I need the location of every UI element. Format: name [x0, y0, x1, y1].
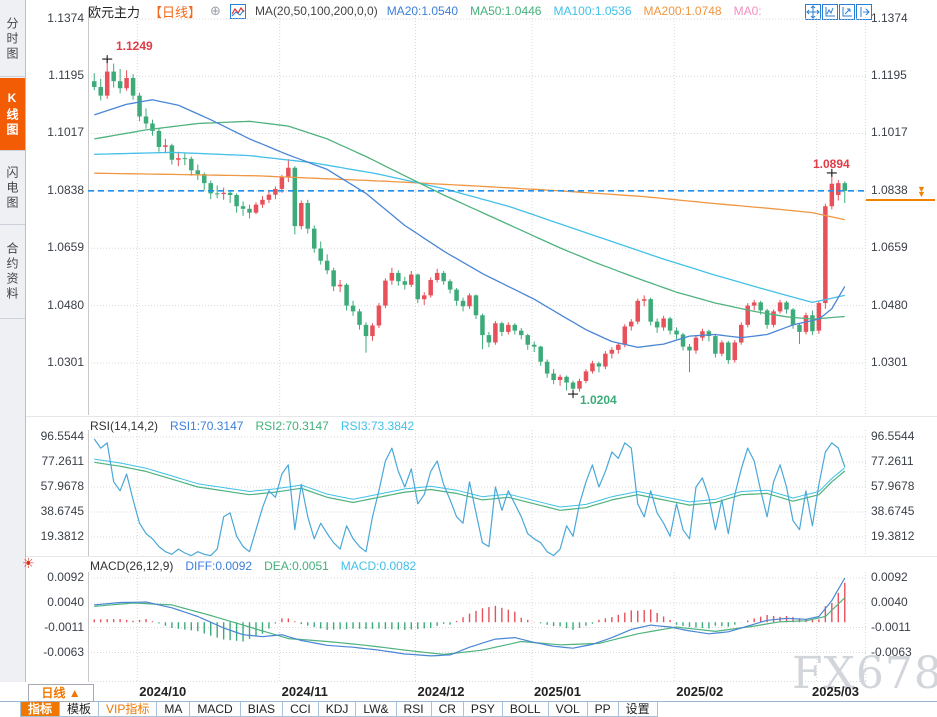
indicator-chart-icon[interactable] [229, 3, 246, 19]
axis-tick-label: -0.0063 [871, 644, 912, 659]
low-price-label: 1.0204 [580, 393, 617, 407]
ma-value-label: MA200:1.0748 [643, 4, 722, 18]
axis-tick-label: 57.9678 [871, 478, 915, 493]
candlestick-chart[interactable] [88, 8, 866, 415]
sidebar-item-3[interactable]: 闪电图 [0, 152, 25, 225]
sidebar-item-4[interactable]: 合约资料 [0, 226, 25, 319]
axis-tick-label: 1.0659 [871, 240, 908, 255]
indicator-value-label: DIFF:0.0092 [185, 559, 253, 573]
axis-tick-label: -0.0011 [871, 619, 911, 634]
month-label: 2024/10 [139, 684, 187, 699]
instrument-title: 欧元主力 [88, 4, 141, 20]
axis-tick-label: 1.0838 [47, 182, 84, 197]
rsi-name: RSI(14,14,2) [90, 419, 159, 433]
axis-tick-label: 96.5544 [871, 429, 915, 443]
axis-tick-label: 1.0301 [47, 355, 84, 369]
ma-value-label: MA50:1.0446 [470, 4, 542, 18]
month-label: 2024/12 [417, 684, 465, 699]
indicator-tab-CCI[interactable]: CCI [282, 702, 319, 717]
axis-tick-label: 0.0040 [871, 595, 908, 609]
chart-header: 欧元主力 【日线】 ⊕ MA(20,50,100,200,0,0) MA20:1… [88, 2, 762, 20]
watermark: FX678 [792, 648, 937, 699]
axis-tick-label: 1.1195 [871, 68, 907, 83]
ma-value-label: MA20:1.0540 [386, 4, 459, 18]
period-tag: 【日线】 [149, 4, 202, 20]
macd-header: MACD(26,12,9) DIFF:0.0092 DEA:0.0051 MACD:… [90, 559, 416, 573]
indicator-value-label: RSI1:70.3147 [170, 419, 244, 433]
month-label: 2025/02 [676, 684, 724, 699]
axis-tick-label: 96.5544 [40, 429, 84, 443]
indicator-tab-设置[interactable]: 设置 [617, 702, 658, 717]
indicator-value-label: MACD:0.0082 [340, 559, 417, 573]
sidebar-item-2[interactable]: K线图 [0, 78, 25, 151]
indicator-tab-BOLL[interactable]: BOLL [501, 702, 549, 717]
indicator-tab-LW&[interactable]: LW& [355, 702, 397, 717]
indicator-tab-VIP指标[interactable]: VIP指标 [98, 702, 158, 717]
panel-separator [26, 416, 937, 417]
rsi-header: RSI(14,14,2) RSI1:70.3147 RSI2:70.3147 RSI… [90, 419, 414, 433]
month-label: 2025/03 [812, 684, 859, 699]
axis-tick-label: -0.0011 [44, 619, 84, 634]
axis-tick-label: 1.1374 [871, 11, 908, 25]
axis-tick-label: 1.0480 [871, 297, 908, 312]
indicator-tab-RSI[interactable]: RSI [395, 702, 432, 717]
indicator-tab-CR[interactable]: CR [430, 702, 464, 717]
axis-tick-label: 1.0480 [47, 297, 84, 312]
axis-tick-label: 19.3812 [871, 528, 915, 543]
shift-right-icon[interactable] [856, 4, 872, 20]
panel-separator [26, 556, 937, 557]
axis-tick-label: 1.1017 [47, 125, 84, 140]
indicator-tab-模板[interactable]: 模板 [59, 702, 100, 717]
indicator-tab-KDJ[interactable]: KDJ [317, 702, 357, 717]
indicator-tab-VOL[interactable]: VOL [547, 702, 588, 717]
indicator-tab-BIAS[interactable]: BIAS [239, 702, 284, 717]
indicator-value-label: RSI3:73.3842 [340, 419, 415, 433]
indicator-tab-PP[interactable]: PP [586, 702, 619, 717]
month-label: 2025/01 [533, 684, 581, 699]
sidebar: 分时图 K线图 闪电图 合约资料 [0, 0, 26, 682]
axis-tick-label: 1.0659 [47, 240, 84, 255]
indicator-tab-bar: 指标 模板 VIP指标 MA MACD BIAS CCI KDJ LW& RSI CR PSY BOLL… [0, 701, 937, 717]
time-axis-row [26, 682, 937, 701]
indicator-tab-指标[interactable]: 指标 [20, 702, 61, 717]
rsi-chart[interactable] [88, 430, 866, 556]
sidebar-item-1[interactable]: 分时图 [0, 2, 25, 77]
indicator-sun-icon[interactable]: ☀ [22, 555, 35, 571]
axis-tick-label: -0.0063 [43, 644, 84, 659]
axis-tick-label: 0.0092 [47, 570, 84, 584]
ma-value-label: MA0: [733, 4, 762, 18]
ma-values: MA20:1.0540 MA50:1.0446 MA100:1.0536 MA200:… [387, 4, 762, 18]
axis-tick-label: 77.2611 [871, 453, 914, 468]
indicator-value-label: DEA:0.0051 [264, 559, 329, 573]
axis-tick-label: 57.9678 [40, 478, 84, 493]
high-price-label: 1.1249 [116, 39, 153, 53]
axis-tick-label: 0.0092 [871, 570, 908, 584]
axis-tick-label: 1.1195 [48, 68, 84, 83]
month-label: 2024/11 [281, 684, 328, 699]
last-high-price-label: 1.0894 [813, 157, 850, 171]
axis-tick-label: 77.2611 [41, 453, 85, 468]
axis-tick-label: 1.0301 [871, 355, 908, 369]
indicator-tab-PSY[interactable]: PSY [462, 702, 503, 717]
axis-tick-label: 38.6745 [871, 503, 915, 518]
macd-name: MACD(26,12,9) [90, 559, 174, 573]
axis-tick-label: 1.1017 [871, 125, 908, 140]
axis-tick-label: 1.0838 [871, 182, 908, 197]
axis-tick-label: 38.6745 [40, 503, 84, 518]
ma-value-label: MA100:1.0536 [553, 4, 632, 18]
ma-settings-label: MA(20,50,100,200,0,0) [254, 4, 378, 18]
compare-add-icon[interactable]: ⊕ [210, 3, 221, 18]
scroll-to-price-icon[interactable]: ▼ ▼ [917, 183, 926, 199]
axis-tick-label: 19.3812 [40, 528, 84, 543]
macd-chart[interactable] [88, 572, 866, 682]
indicator-tab-MA[interactable]: MA [156, 702, 191, 717]
indicator-tab-MACD[interactable]: MACD [189, 702, 241, 717]
current-price-axis-line [866, 198, 935, 201]
axis-tick-label: 1.1374 [47, 11, 84, 25]
axis-tick-label: 0.0040 [47, 595, 84, 609]
indicator-value-label: RSI2:70.3147 [255, 419, 329, 433]
period-select-button[interactable]: 日线 ▲ [28, 684, 94, 702]
